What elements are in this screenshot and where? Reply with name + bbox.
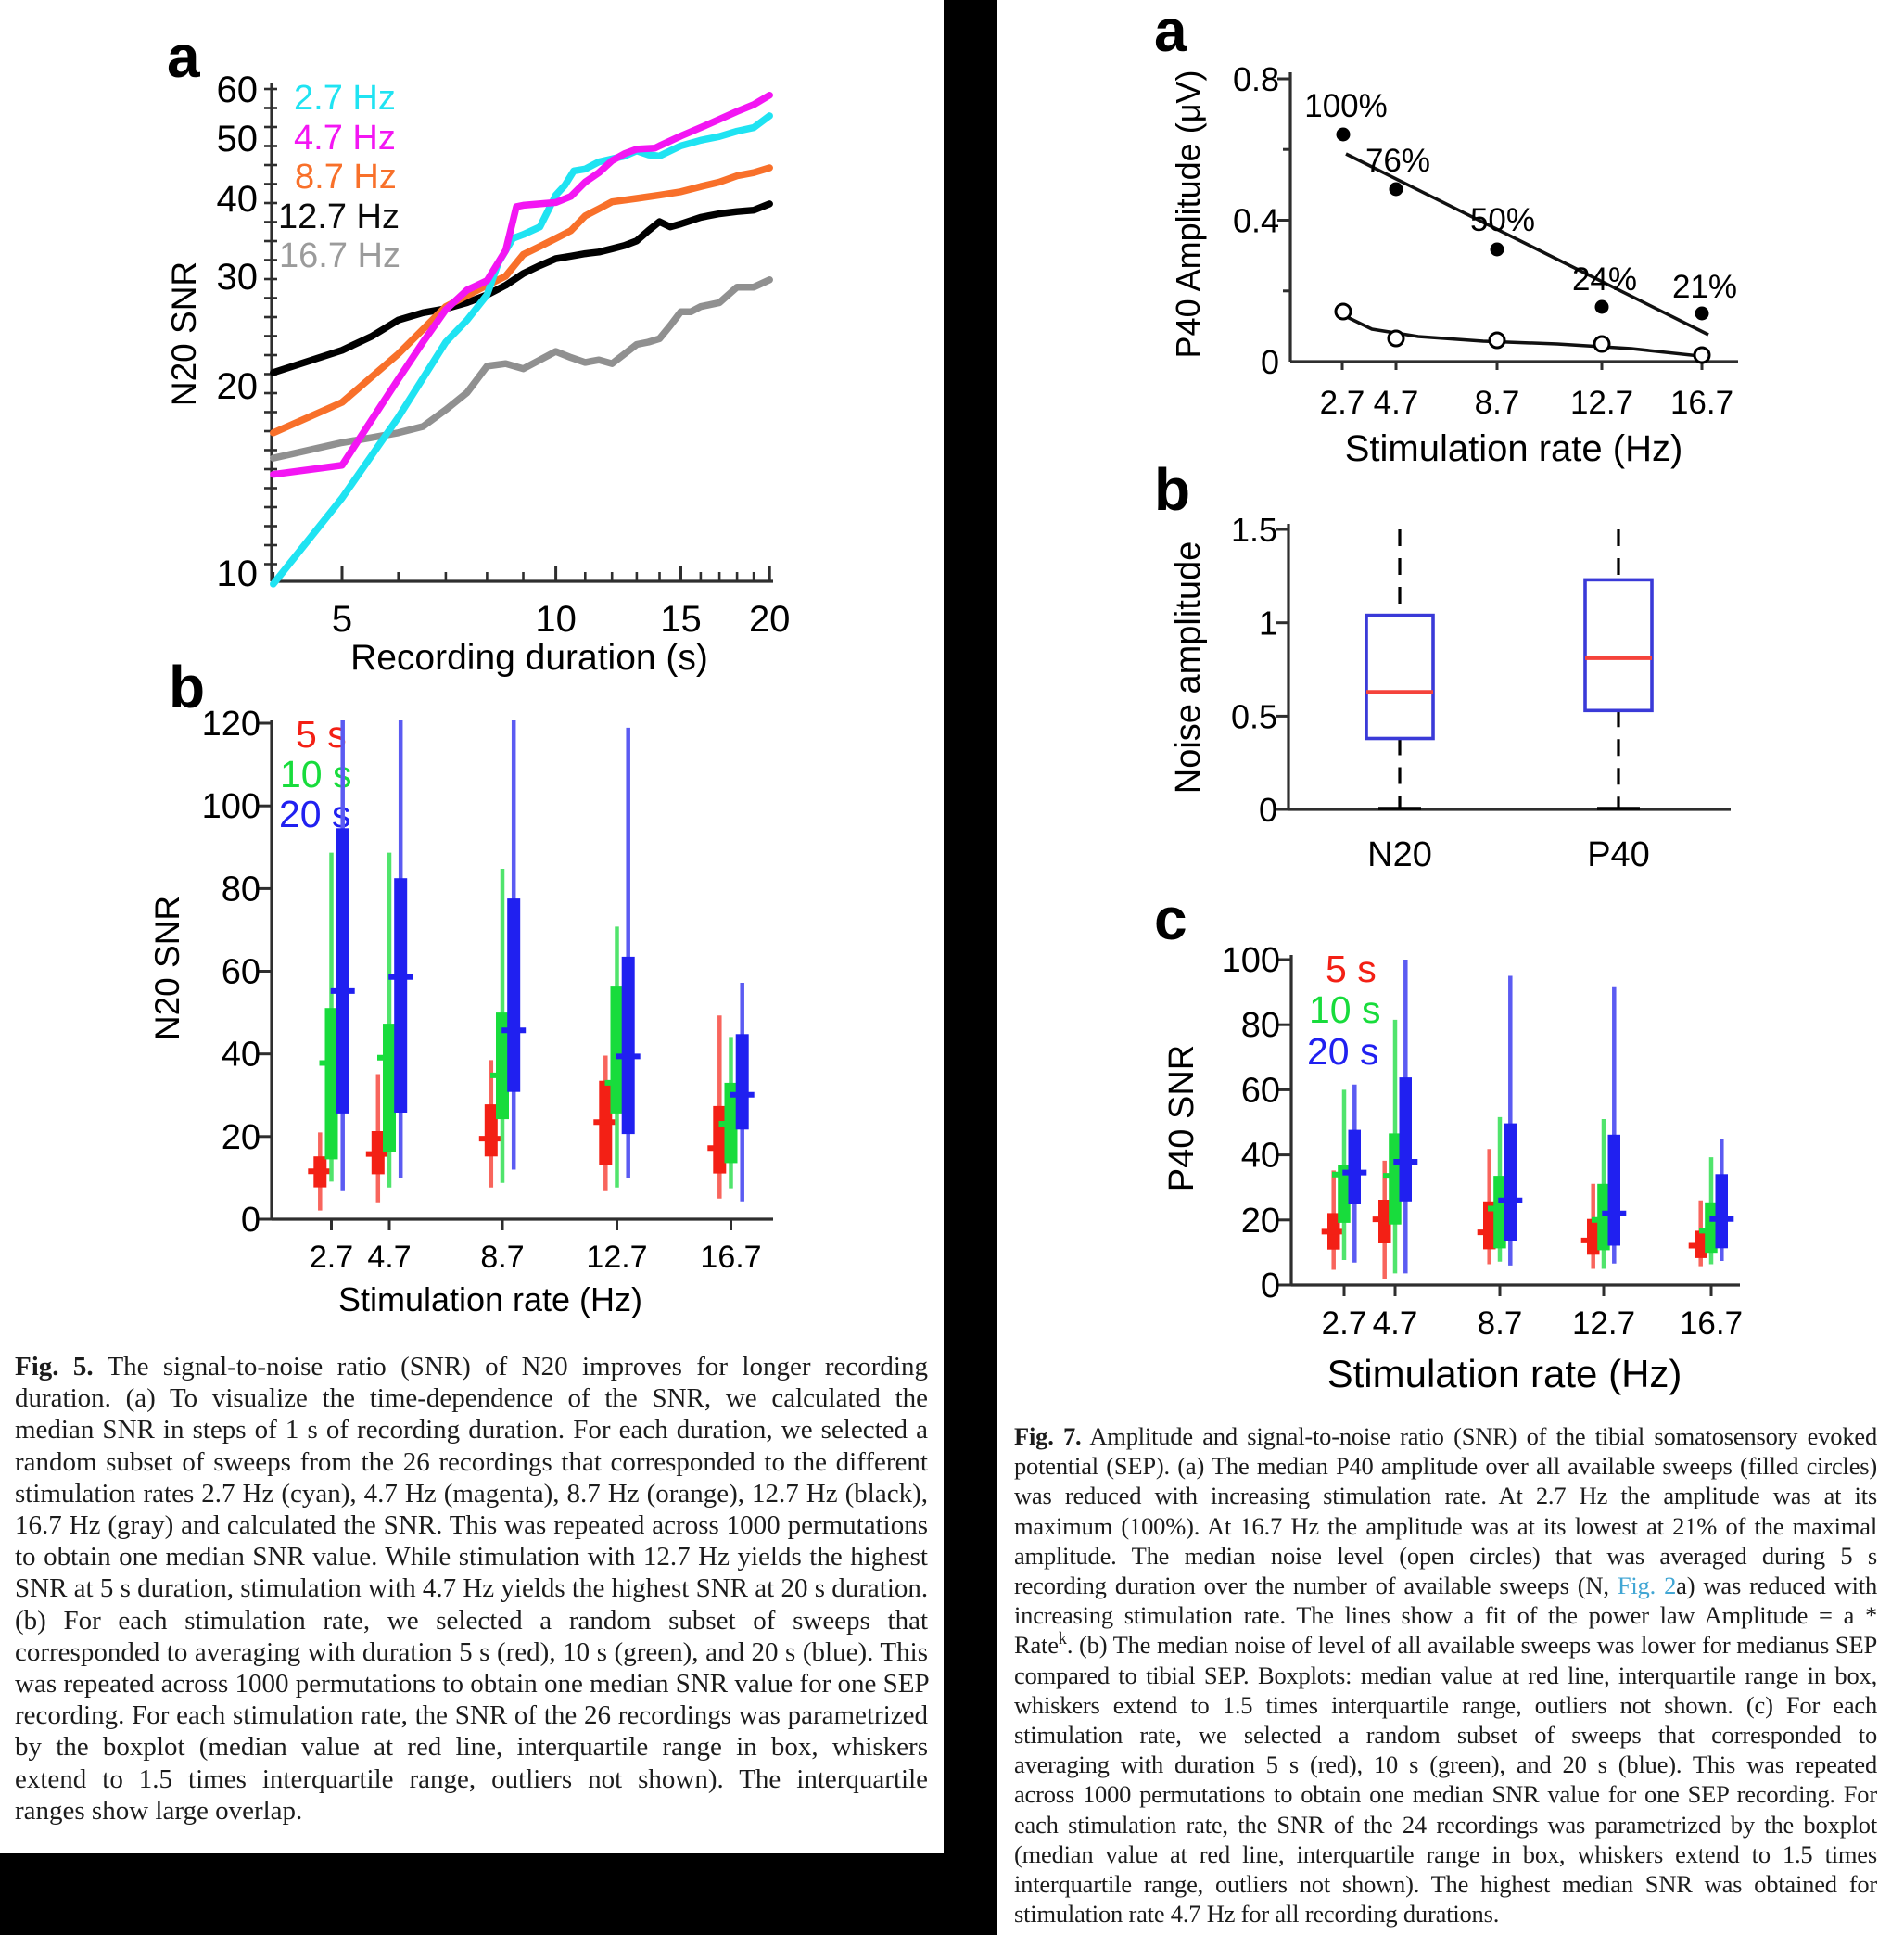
svg-text:40: 40 [222,1036,260,1075]
svg-text:100: 100 [1222,941,1280,980]
svg-text:12.7 Hz: 12.7 Hz [278,197,400,236]
svg-text:20 s: 20 s [1307,1030,1379,1073]
svg-text:0: 0 [1261,343,1279,381]
svg-text:1: 1 [1259,605,1277,643]
svg-text:10: 10 [217,554,259,594]
svg-text:0.8: 0.8 [1233,60,1279,98]
svg-text:0.4: 0.4 [1233,202,1279,240]
svg-text:0: 0 [1261,1267,1280,1305]
svg-text:12.7: 12.7 [1572,1305,1635,1342]
svg-text:20: 20 [1241,1202,1280,1241]
svg-text:50: 50 [217,119,259,159]
svg-text:80: 80 [222,870,260,909]
svg-text:12.7: 12.7 [1570,385,1633,421]
svg-text:b: b [169,654,205,720]
svg-text:50%: 50% [1470,202,1535,238]
svg-text:100%: 100% [1304,88,1388,124]
svg-text:16.7 Hz: 16.7 Hz [279,236,400,275]
svg-text:2.7: 2.7 [310,1240,353,1275]
svg-text:P40: P40 [1587,835,1650,874]
svg-text:a: a [1154,0,1187,64]
svg-text:c: c [1154,885,1187,952]
svg-text:P40 Amplitude (μV): P40 Amplitude (μV) [1169,70,1207,359]
svg-text:2.7: 2.7 [1322,1305,1367,1342]
svg-text:40: 40 [217,179,259,220]
svg-text:4.7: 4.7 [1374,385,1419,421]
svg-text:120: 120 [202,705,260,744]
svg-text:1.5: 1.5 [1231,511,1277,549]
svg-text:N20 SNR: N20 SNR [148,896,186,1040]
svg-text:Noise amplitude: Noise amplitude [1169,541,1208,794]
svg-text:0: 0 [241,1201,260,1240]
svg-text:0: 0 [1259,791,1277,829]
svg-text:8.7: 8.7 [1478,1305,1523,1342]
svg-text:b: b [1154,456,1190,523]
svg-text:5 s: 5 s [296,713,347,756]
svg-text:40: 40 [1241,1137,1280,1176]
svg-text:0.5: 0.5 [1231,697,1277,735]
svg-text:100: 100 [202,787,260,826]
svg-text:4.7 Hz: 4.7 Hz [294,119,396,158]
svg-text:Recording duration (s): Recording duration (s) [350,638,708,678]
svg-text:20: 20 [749,599,791,640]
svg-text:P40 SNR: P40 SNR [1162,1045,1201,1191]
svg-text:Stimulation rate (Hz): Stimulation rate (Hz) [338,1280,642,1318]
svg-text:8.7 Hz: 8.7 Hz [295,158,397,197]
svg-text:4.7: 4.7 [367,1240,411,1275]
svg-text:2.7 Hz: 2.7 Hz [294,79,396,118]
svg-text:76%: 76% [1365,143,1430,179]
svg-text:16.7: 16.7 [700,1240,761,1275]
svg-text:80: 80 [1241,1006,1280,1045]
svg-text:a: a [167,23,200,90]
svg-text:20: 20 [222,1118,260,1157]
svg-text:30: 30 [217,257,259,298]
svg-text:N20 SNR: N20 SNR [165,261,203,406]
svg-text:16.7: 16.7 [1680,1305,1743,1342]
svg-text:Stimulation rate (Hz): Stimulation rate (Hz) [1345,428,1683,469]
svg-text:Stimulation rate (Hz): Stimulation rate (Hz) [1327,1352,1682,1395]
svg-text:4.7: 4.7 [1373,1305,1418,1342]
svg-text:21%: 21% [1672,269,1737,305]
svg-text:20: 20 [217,366,259,407]
svg-text:N20: N20 [1367,835,1432,874]
svg-text:60: 60 [1241,1071,1280,1110]
svg-text:2.7: 2.7 [1320,385,1365,421]
svg-text:8.7: 8.7 [480,1240,524,1275]
svg-text:10 s: 10 s [1309,988,1381,1031]
svg-text:5: 5 [332,599,352,640]
svg-text:16.7: 16.7 [1670,385,1733,421]
svg-text:24%: 24% [1572,261,1637,298]
svg-text:8.7: 8.7 [1475,385,1520,421]
svg-text:60: 60 [222,953,260,992]
svg-text:15: 15 [660,599,702,640]
svg-text:60: 60 [217,70,259,110]
svg-text:10: 10 [535,599,577,640]
svg-text:5 s: 5 s [1326,948,1377,990]
svg-text:10 s: 10 s [280,753,352,796]
svg-text:12.7: 12.7 [586,1240,647,1275]
